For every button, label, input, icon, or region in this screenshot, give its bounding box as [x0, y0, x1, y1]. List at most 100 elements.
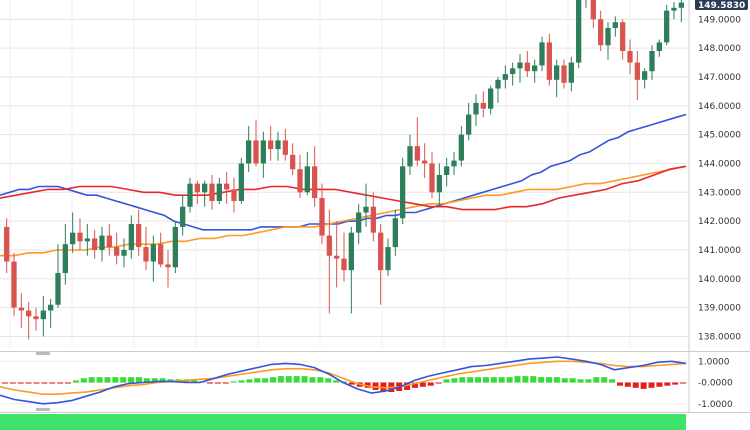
candle [4, 218, 10, 274]
macd-histogram-bar [254, 378, 261, 383]
candle [598, 10, 604, 52]
macd-histogram-bar [309, 377, 316, 383]
candle [312, 146, 318, 207]
macd-histogram-bar [656, 382, 663, 387]
macd-histogram-bar [538, 377, 545, 383]
candle [422, 143, 428, 178]
macd-line [0, 356, 687, 405]
price-tick-label: 144.0000 [698, 159, 741, 169]
candle-body [84, 238, 90, 242]
candle [400, 157, 406, 225]
candle-body [678, 2, 684, 8]
candle [429, 151, 435, 199]
candle-body [106, 235, 112, 248]
candle [671, 2, 677, 20]
price-tick-label: 138.0000 [698, 332, 741, 342]
candle [246, 125, 252, 173]
pane-divider [0, 351, 750, 352]
candle-body [70, 232, 76, 245]
price-tag-background [695, 0, 748, 10]
pane-resize-handle-lower[interactable] [36, 408, 50, 411]
macd-histogram-bar [143, 378, 150, 383]
macd-histogram-bar [293, 376, 300, 383]
macd-histogram-bar [325, 378, 332, 383]
candle-body [187, 183, 193, 207]
candle [510, 62, 516, 86]
macd-histogram-bar [96, 377, 103, 383]
macd-histogram-bar [419, 382, 426, 387]
candle-body [275, 140, 281, 150]
candle-body [422, 160, 428, 164]
candle-body [436, 175, 442, 193]
macd-histogram-bar [616, 382, 623, 386]
macd-histogram-bar [640, 382, 647, 389]
candle-body [488, 88, 494, 109]
candle-body [664, 10, 670, 43]
candle [33, 307, 39, 331]
macd-histogram-bar [680, 382, 687, 384]
candle [150, 235, 156, 282]
candle-body [561, 65, 567, 83]
candle [678, 0, 684, 23]
macd-histogram-bar [546, 377, 553, 383]
macd-histogram-bar [553, 377, 560, 383]
candle [502, 65, 508, 89]
candle-body [143, 247, 149, 262]
candle [348, 226, 354, 314]
candle [99, 226, 105, 262]
price-tick-label: 149.0000 [698, 15, 741, 25]
candle [172, 221, 178, 274]
candle [532, 59, 538, 83]
candle [524, 51, 530, 77]
macd-histogram-bar [120, 377, 127, 383]
candle-body [92, 238, 98, 250]
candle-body [326, 235, 332, 256]
candle-body [671, 7, 677, 11]
candle-body [202, 183, 208, 193]
macd-histogram-bar [404, 382, 411, 390]
candle [444, 157, 450, 187]
macd-histogram-bar [577, 379, 584, 383]
candle [466, 102, 472, 141]
candle-body [429, 163, 435, 193]
macd-histogram-bar [593, 377, 600, 383]
macd-histogram-bar [348, 382, 355, 385]
candle-body [546, 42, 552, 80]
candle [436, 163, 442, 207]
candle-body [612, 22, 618, 28]
candle-body [334, 255, 340, 259]
candle-body [136, 224, 142, 248]
candle [114, 232, 120, 265]
macd-histogram-bar [467, 377, 474, 383]
candle [370, 192, 376, 242]
candle-body [55, 273, 61, 305]
candle [304, 151, 310, 196]
candle-body [539, 42, 545, 66]
candle-body [363, 206, 369, 213]
candle-body [341, 258, 347, 271]
candle-body [466, 114, 472, 135]
macd-histogram-bar [585, 379, 592, 383]
pane-resize-handle-upper[interactable] [36, 352, 50, 355]
candle [590, 0, 596, 28]
candle-body [620, 22, 626, 52]
candle-body [524, 62, 530, 72]
candle [165, 249, 171, 288]
candle-body [290, 154, 296, 170]
candle-body [4, 226, 10, 262]
macd-histogram-bar [506, 377, 513, 383]
candle-body [634, 62, 640, 80]
candle-body [224, 183, 230, 190]
candle-body [260, 140, 266, 164]
candle-body [33, 316, 39, 320]
candle [546, 33, 552, 86]
macd-histogram-bar [246, 379, 253, 383]
candle-body [348, 232, 354, 271]
macd-histogram-bar [238, 380, 245, 383]
candle [260, 131, 266, 178]
candle-body [480, 102, 486, 109]
macd-histogram-bar [49, 382, 56, 384]
candle [224, 172, 230, 204]
macd-histogram-bar [285, 376, 292, 383]
macd-histogram-bar [65, 382, 72, 384]
